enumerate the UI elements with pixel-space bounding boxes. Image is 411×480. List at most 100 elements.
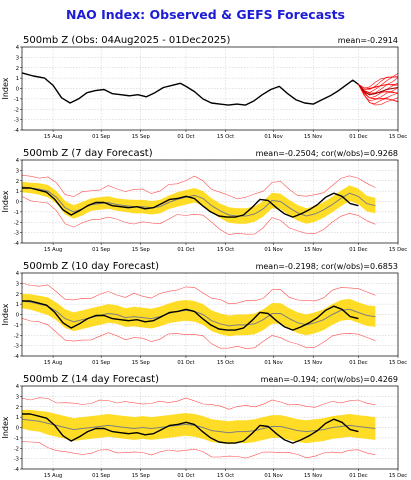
envelope-lower-line bbox=[21, 318, 376, 349]
panel-1: 500mb Z (Obs: 04Aug2025 - 01Dec2025) mean… bbox=[1, 35, 407, 140]
x-tick-label: 15 Nov bbox=[304, 247, 322, 253]
page-title: NAO Index: Observed & GEFS Forecasts bbox=[66, 7, 345, 22]
x-tick-label: 15 Oct bbox=[217, 473, 234, 479]
x-tick-label: 01 Nov bbox=[264, 473, 282, 479]
x-tick-label: 01 Oct bbox=[177, 247, 194, 253]
y-tick-label: -2 bbox=[14, 220, 19, 226]
x-tick-label: 15 Nov bbox=[304, 134, 322, 140]
y-axis-label: Index bbox=[1, 190, 10, 212]
y-tick-label: 2 bbox=[16, 405, 19, 411]
panel-title: 500mb Z (14 day Forecast) bbox=[23, 374, 159, 385]
x-tick-label: 15 Aug bbox=[44, 473, 62, 479]
spread-band bbox=[22, 409, 376, 445]
x-tick-label: 15 Nov bbox=[304, 473, 322, 479]
y-tick-label: 0 bbox=[16, 87, 19, 93]
y-tick-label: 1 bbox=[16, 415, 19, 421]
x-tick-label: 01 Oct bbox=[177, 134, 194, 140]
y-tick-label: -4 bbox=[14, 241, 20, 247]
plot-frame bbox=[21, 46, 399, 131]
y-tick-label: -2 bbox=[14, 446, 19, 452]
y-tick-label: -4 bbox=[14, 467, 20, 473]
y-tick-label: -1 bbox=[14, 436, 19, 442]
panel-2: 500mb Z (7 day Forecast) mean=-0.2504; co… bbox=[1, 148, 407, 253]
x-tick-label: 01 Sep bbox=[92, 360, 111, 366]
x-tick-label: 15 Dec bbox=[389, 134, 407, 140]
y-tick-label: 4 bbox=[16, 271, 20, 277]
y-tick-label: 2 bbox=[16, 179, 19, 185]
x-tick-label: 15 Dec bbox=[389, 247, 407, 253]
y-tick-label: 3 bbox=[16, 168, 19, 174]
x-tick-label: 15 Dec bbox=[389, 360, 407, 366]
x-tick-label: 01 Oct bbox=[177, 360, 194, 366]
panel-title: 500mb Z (10 day Forecast) bbox=[23, 261, 159, 272]
y-tick-label: 3 bbox=[16, 281, 19, 287]
y-tick-label: 0 bbox=[16, 313, 19, 319]
y-tick-label: 4 bbox=[16, 384, 20, 390]
forecast-member-line bbox=[358, 84, 399, 99]
y-tick-label: -4 bbox=[14, 128, 20, 134]
x-tick-label: 01 Sep bbox=[92, 134, 111, 140]
y-tick-label: -1 bbox=[14, 210, 19, 216]
y-tick-label: 0 bbox=[16, 200, 19, 206]
y-tick-label: -2 bbox=[14, 333, 19, 339]
y-tick-label: 4 bbox=[16, 158, 20, 164]
panel-4: 500mb Z (14 day Forecast) mean=-0.194; co… bbox=[1, 374, 407, 479]
x-tick-label: 01 Dec bbox=[349, 360, 367, 366]
y-tick-label: 1 bbox=[16, 76, 19, 82]
ensemble-mean-line bbox=[21, 300, 376, 327]
y-tick-label: -2 bbox=[14, 107, 19, 113]
y-tick-label: 1 bbox=[16, 302, 19, 308]
x-tick-label: 15 Nov bbox=[304, 360, 322, 366]
y-tick-label: 3 bbox=[16, 55, 19, 61]
x-tick-label: 01 Oct bbox=[177, 473, 194, 479]
y-tick-label: 4 bbox=[16, 45, 20, 51]
panel-title: 500mb Z (7 day Forecast) bbox=[23, 148, 153, 159]
panel-stat: mean=-0.2914 bbox=[338, 36, 398, 45]
y-tick-label: -3 bbox=[14, 457, 19, 463]
y-tick-label: -3 bbox=[14, 118, 19, 124]
plot-frame bbox=[21, 385, 399, 470]
y-tick-label: -1 bbox=[14, 323, 19, 329]
y-axis-label: Index bbox=[1, 303, 10, 325]
x-tick-label: 01 Dec bbox=[349, 473, 367, 479]
x-tick-label: 15 Sep bbox=[132, 134, 151, 140]
y-tick-label: -3 bbox=[14, 231, 19, 237]
forecast-member-line bbox=[358, 73, 399, 89]
y-tick-label: -4 bbox=[14, 354, 20, 360]
y-tick-label: 3 bbox=[16, 394, 19, 400]
y-tick-label: 2 bbox=[16, 292, 19, 298]
y-tick-label: 1 bbox=[16, 189, 19, 195]
panel-stat: mean=-0.194; cor(w/obs)=0.4269 bbox=[261, 375, 398, 384]
x-tick-label: 15 Aug bbox=[44, 360, 62, 366]
x-tick-label: 15 Sep bbox=[132, 247, 151, 253]
observed-line bbox=[22, 187, 359, 218]
x-tick-label: 15 Oct bbox=[217, 134, 234, 140]
x-tick-label: 01 Nov bbox=[264, 360, 282, 366]
panel-stat: mean=-0.2504; cor(w/obs)=0.9268 bbox=[256, 149, 398, 158]
observed-line bbox=[22, 413, 359, 444]
panel-stat: mean=-0.2198; cor(w/obs)=0.6853 bbox=[256, 262, 398, 271]
observed-line bbox=[22, 300, 359, 331]
y-axis-label: Index bbox=[1, 77, 10, 99]
x-tick-label: 15 Sep bbox=[132, 360, 151, 366]
x-tick-label: 15 Oct bbox=[217, 247, 234, 253]
observed-line bbox=[21, 72, 359, 106]
x-tick-label: 01 Sep bbox=[92, 473, 111, 479]
x-tick-label: 15 Aug bbox=[44, 247, 62, 253]
x-tick-label: 01 Dec bbox=[349, 134, 367, 140]
y-tick-label: -1 bbox=[14, 97, 19, 103]
x-tick-label: 15 Dec bbox=[389, 473, 407, 479]
forecast-member-line bbox=[358, 84, 399, 100]
y-tick-label: -3 bbox=[14, 344, 19, 350]
forecast-member-line bbox=[358, 83, 399, 93]
y-tick-label: 2 bbox=[16, 66, 19, 72]
x-tick-label: 01 Dec bbox=[349, 247, 367, 253]
y-tick-label: 0 bbox=[16, 426, 19, 432]
plot-frame bbox=[21, 159, 399, 244]
x-tick-label: 01 Sep bbox=[92, 247, 111, 253]
panel-3: 500mb Z (10 day Forecast) mean=-0.2198; c… bbox=[1, 261, 407, 366]
x-tick-label: 15 Sep bbox=[132, 473, 151, 479]
x-tick-label: 01 Nov bbox=[264, 134, 282, 140]
x-tick-label: 01 Nov bbox=[264, 247, 282, 253]
